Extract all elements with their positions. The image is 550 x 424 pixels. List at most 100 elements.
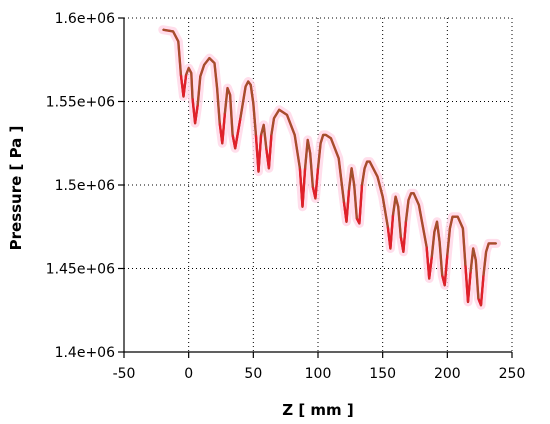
data-point <box>482 274 485 276</box>
data-point <box>221 142 223 144</box>
y-tick-label: 1.45e+06 <box>46 262 115 278</box>
data-point <box>317 167 319 169</box>
data-point <box>255 134 257 136</box>
data-point <box>301 206 304 208</box>
data-point <box>190 72 192 74</box>
data-point <box>495 242 498 245</box>
data-point <box>392 214 394 216</box>
data-point <box>239 117 241 119</box>
data-point <box>400 236 402 238</box>
data-point <box>405 221 407 223</box>
data-point <box>438 241 441 243</box>
data-point <box>177 40 179 42</box>
data-point <box>369 161 371 163</box>
data-point <box>252 102 254 104</box>
data-point <box>410 192 412 194</box>
data-point <box>232 134 234 136</box>
data-point <box>188 67 190 69</box>
data-point <box>413 192 415 194</box>
data-point <box>490 242 492 245</box>
data-point <box>446 254 448 256</box>
data-point <box>363 167 366 169</box>
data-point <box>257 171 260 173</box>
data-point <box>260 134 262 136</box>
data-point <box>361 184 363 186</box>
y-tick-label: 1.4e+06 <box>55 345 116 361</box>
data-point <box>407 199 410 201</box>
data-point <box>172 30 174 32</box>
x-tick-label: 250 <box>499 366 526 382</box>
data-point <box>426 246 428 248</box>
data-point <box>185 74 187 76</box>
y-tick-label: 1.5e+06 <box>55 178 116 194</box>
data-point <box>299 167 301 169</box>
data-point <box>475 259 477 261</box>
data-point <box>294 134 296 136</box>
data-point <box>356 217 358 219</box>
x-axis-label: Z [ mm ] <box>282 401 354 419</box>
data-point <box>477 297 479 300</box>
data-point <box>229 94 231 96</box>
data-point <box>322 134 324 136</box>
data-point <box>247 80 249 83</box>
tick-labels: -50 0 50 100 150 200 250 1.4e+06 1.45e+06 1.5e+06… <box>46 11 526 382</box>
data-point <box>472 247 474 250</box>
data-point <box>431 256 433 258</box>
data-point <box>345 221 348 223</box>
data-point <box>488 242 490 245</box>
data-point <box>436 221 438 223</box>
series-layer <box>158 25 501 310</box>
data-point <box>428 277 430 280</box>
data-point <box>402 251 404 253</box>
data-point <box>203 64 205 66</box>
data-point <box>353 184 355 186</box>
x-tick-label: 50 <box>244 366 262 382</box>
data-point <box>387 226 389 228</box>
y-axis-label: Pressure [ Pa ] <box>7 126 25 251</box>
data-point <box>194 122 196 124</box>
data-point <box>457 216 459 218</box>
data-point <box>213 62 216 64</box>
data-point <box>219 122 221 124</box>
data-point <box>312 186 314 188</box>
data-point <box>358 222 360 225</box>
x-tick-label: 100 <box>305 366 332 382</box>
data-point <box>273 117 275 119</box>
data-point <box>270 134 273 136</box>
data-point <box>162 29 164 31</box>
data-point <box>464 264 467 266</box>
data-point <box>382 196 384 198</box>
data-point <box>433 231 435 233</box>
data-point <box>226 87 229 89</box>
data-point <box>191 97 194 99</box>
data-point <box>325 134 327 136</box>
data-point <box>366 161 368 163</box>
data-point <box>348 189 350 191</box>
data-point <box>314 197 317 199</box>
data-point <box>330 137 332 139</box>
data-point <box>307 139 309 141</box>
data-point <box>470 271 472 273</box>
data-point <box>485 251 487 253</box>
x-tick-label: 150 <box>369 366 396 382</box>
x-tick-label: -50 <box>113 366 136 382</box>
y-tick-label: 1.6e+06 <box>55 11 116 27</box>
data-point <box>462 227 464 230</box>
data-point <box>250 84 252 86</box>
data-point <box>389 247 392 250</box>
data-point <box>263 124 265 126</box>
data-point <box>319 142 322 144</box>
data-point <box>244 85 247 88</box>
data-point <box>278 109 280 111</box>
data-point <box>449 227 451 230</box>
data-point <box>182 95 185 98</box>
data-point <box>224 112 226 114</box>
data-point <box>480 304 482 306</box>
data-point <box>395 196 397 198</box>
data-point <box>180 74 182 76</box>
data-point <box>338 157 340 159</box>
data-point <box>441 274 443 276</box>
x-tick-label: 200 <box>434 366 461 382</box>
data-point <box>376 176 379 178</box>
